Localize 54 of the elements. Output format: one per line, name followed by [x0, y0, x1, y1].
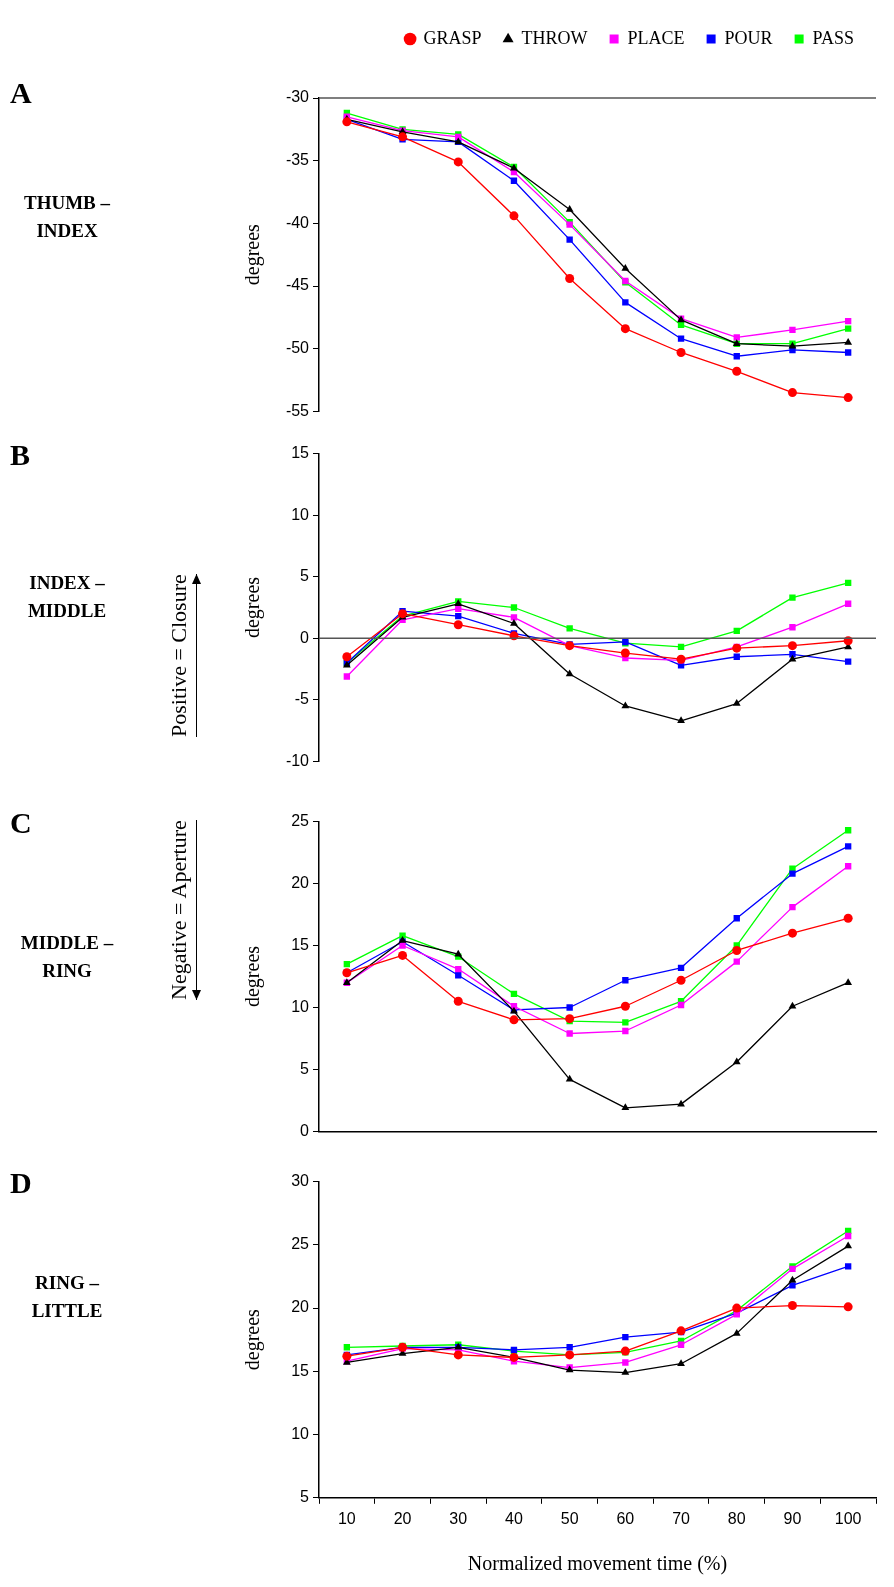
x-tick-label: 70 [672, 1509, 691, 1527]
text: THUMB – INDEX [23, 192, 111, 242]
y-axis-title: degrees [241, 576, 265, 639]
y-tick-label: 20 [291, 873, 310, 891]
y-tick-label: 5 [300, 1059, 310, 1077]
legend-label: GRASP [423, 27, 482, 48]
y-tick-label: 10 [291, 997, 310, 1015]
text: B [10, 437, 31, 471]
y-tick-label: 5 [300, 567, 310, 585]
text: C [10, 805, 32, 839]
y-tick-label: 0 [300, 628, 310, 646]
x-tick-label: 30 [449, 1509, 468, 1527]
y-tick-label: 10 [291, 505, 310, 523]
legend-label: THROW [521, 27, 588, 48]
legend-label: POUR [724, 27, 773, 48]
y-tick-label: -30 [285, 88, 310, 106]
text: Positive = Closure [166, 573, 192, 737]
y-axis-title: degrees [241, 945, 265, 1008]
legend-label: PLACE [627, 27, 685, 48]
x-tick-label: 40 [505, 1509, 523, 1527]
y-tick-label: -5 [294, 690, 310, 708]
x-tick-label: 100 [834, 1509, 862, 1527]
y-tick-label: 25 [291, 1235, 310, 1253]
x-tick-label: 60 [616, 1509, 635, 1527]
text: D [10, 1165, 32, 1199]
x-tick-label: 10 [337, 1509, 356, 1527]
y-axis-title: degrees [241, 1308, 265, 1371]
y-tick-label: -50 [285, 339, 310, 357]
x-tick-label: 20 [393, 1509, 412, 1527]
text: MIDDLE – RING [20, 932, 114, 982]
text: A [10, 75, 32, 109]
y-tick-label: 10 [291, 1424, 310, 1442]
y-tick-label: 25 [291, 812, 310, 830]
y-tick-label: -40 [285, 213, 310, 231]
y-tick-label: 0 [300, 1121, 310, 1139]
y-tick-label: 15 [291, 444, 310, 462]
y-tick-label: 20 [291, 1298, 310, 1316]
y-tick-label: 15 [291, 935, 310, 953]
x-tick-label: 80 [727, 1509, 746, 1527]
x-axis-title: Normalized movement time (%) [467, 1552, 728, 1576]
y-tick-label: -55 [285, 401, 310, 419]
y-tick-label: -45 [285, 276, 310, 294]
y-tick-label: 5 [300, 1488, 310, 1506]
y-tick-label: 30 [291, 1172, 310, 1190]
legend-label: PASS [812, 27, 855, 48]
y-tick-label: -10 [285, 751, 310, 769]
x-tick-label: 50 [560, 1509, 579, 1527]
text: Negative = Aperture [166, 820, 192, 1000]
y-tick-label: -35 [285, 151, 310, 169]
y-tick-label: 15 [291, 1361, 310, 1379]
y-axis-title: degrees [241, 223, 265, 286]
text: RING – LITTLE [31, 1272, 103, 1322]
text: INDEX – MIDDLE [27, 572, 107, 622]
x-tick-label: 90 [783, 1509, 802, 1527]
